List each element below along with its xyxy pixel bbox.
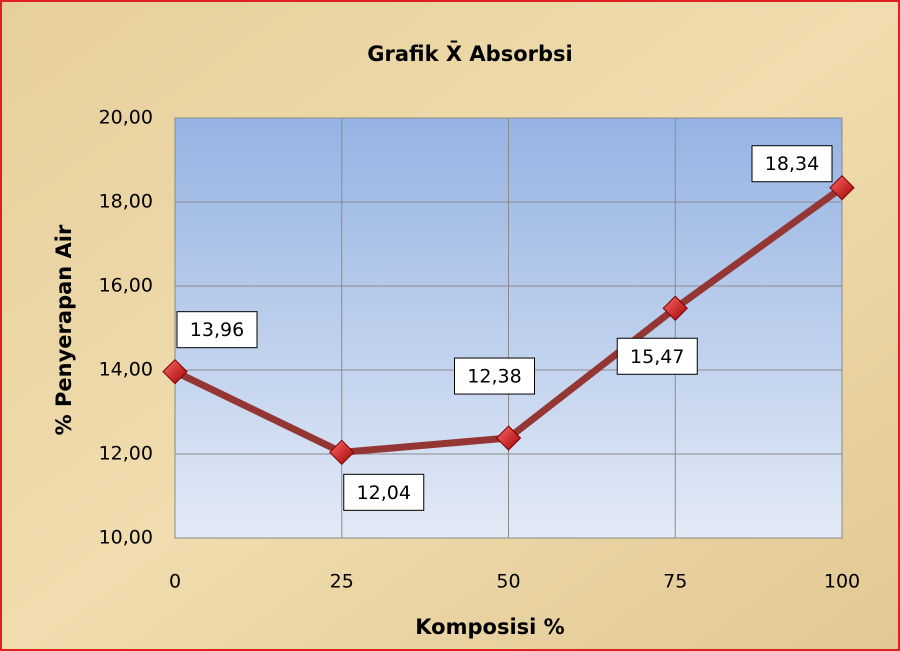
- data-label-box: [343, 473, 425, 511]
- marker: [829, 175, 855, 201]
- data-label-box: [751, 145, 833, 183]
- marker: [162, 358, 188, 385]
- data-label: 13,96: [190, 319, 244, 341]
- x-tick-label: 50: [496, 571, 520, 593]
- marker: [495, 425, 522, 451]
- data-label: 15,47: [630, 346, 684, 368]
- data-label-box: [176, 311, 258, 349]
- data-label-box: [616, 337, 698, 375]
- plot-border: [174, 117, 843, 539]
- data-label: 18,34: [765, 153, 819, 175]
- x-axis-label: Komposisi %: [415, 615, 564, 639]
- y-tick-label: 14,00: [99, 359, 153, 381]
- y-tick-label: 18,00: [99, 191, 153, 213]
- marker: [329, 439, 355, 466]
- chart-title: Grafik X̄ Absorbsi: [367, 41, 572, 66]
- x-tick-label: 0: [169, 571, 181, 593]
- y-tick-label: 10,00: [99, 527, 153, 549]
- y-axis-label: % Penyerapan Air: [52, 224, 76, 435]
- x-tick-label: 100: [824, 571, 860, 593]
- marker: [662, 295, 688, 321]
- data-label: 12,04: [357, 482, 411, 504]
- x-tick-label: 25: [330, 571, 354, 593]
- data-label: 12,38: [467, 366, 521, 388]
- x-tick-label: 75: [663, 571, 687, 593]
- y-tick-label: 16,00: [99, 275, 153, 297]
- y-tick-label: 20,00: [99, 107, 153, 129]
- data-label-box: [454, 357, 535, 395]
- y-tick-label: 12,00: [99, 443, 153, 465]
